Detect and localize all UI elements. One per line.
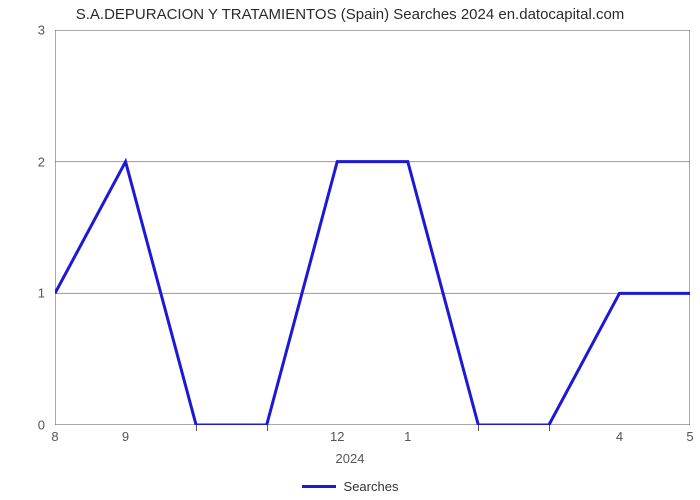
y-tick-label: 1 — [38, 286, 45, 301]
chart-title: S.A.DEPURACION Y TRATAMIENTOS (Spain) Se… — [0, 6, 700, 23]
x-axis-label: 2024 — [0, 451, 700, 466]
chart-container: S.A.DEPURACION Y TRATAMIENTOS (Spain) Se… — [0, 0, 700, 500]
x-minor-tick — [196, 425, 197, 431]
x-tick-label: 5 — [686, 429, 693, 444]
legend-item-searches: Searches — [302, 479, 399, 494]
chart-svg — [55, 30, 690, 425]
x-tick-label: 4 — [616, 429, 623, 444]
legend: Searches — [0, 476, 700, 494]
x-tick-label: 8 — [51, 429, 58, 444]
x-tick-label: 9 — [122, 429, 129, 444]
plot-area — [55, 30, 690, 425]
x-minor-tick — [478, 425, 479, 431]
y-tick-label: 2 — [38, 154, 45, 169]
legend-label: Searches — [344, 479, 399, 494]
x-tick-label: 1 — [404, 429, 411, 444]
plot-border — [55, 30, 690, 425]
y-tick-label: 3 — [38, 23, 45, 38]
x-minor-tick — [267, 425, 268, 431]
x-minor-tick — [549, 425, 550, 431]
legend-swatch — [302, 485, 336, 488]
x-tick-label: 12 — [330, 429, 344, 444]
